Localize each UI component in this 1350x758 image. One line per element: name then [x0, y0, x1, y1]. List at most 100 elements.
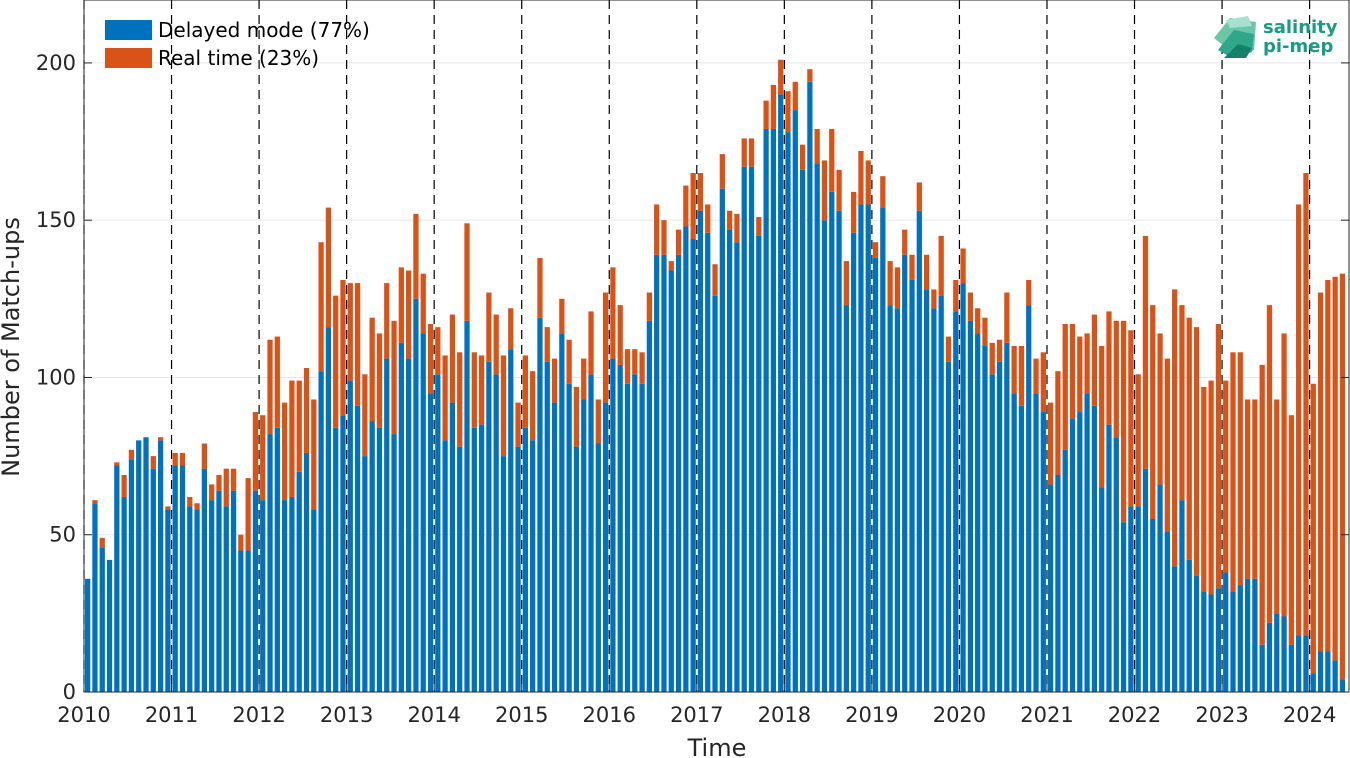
bar-real-time: [544, 327, 550, 362]
bar-real-time: [508, 308, 514, 350]
bar-delayed-mode: [85, 578, 91, 692]
bar-delayed-mode: [106, 559, 113, 692]
bar-delayed-mode: [661, 254, 667, 693]
bar-delayed-mode: [376, 427, 383, 692]
bar-delayed-mode: [1150, 519, 1156, 692]
x-tick-label: 2020: [933, 703, 986, 727]
logo-text-pimep: pi-mep: [1263, 36, 1333, 57]
bar-delayed-mode: [909, 279, 915, 692]
bar-real-time: [281, 402, 288, 501]
bar-delayed-mode: [902, 254, 908, 693]
bar-real-time: [770, 84, 777, 129]
bar-delayed-mode: [595, 443, 601, 692]
bar-real-time: [486, 292, 492, 362]
bar-delayed-mode: [486, 361, 492, 692]
bar-real-time: [1281, 333, 1287, 617]
bar-delayed-mode: [267, 434, 273, 692]
bar-delayed-mode: [727, 229, 733, 693]
bar-delayed-mode: [1172, 566, 1178, 692]
bar-delayed-mode: [1040, 412, 1046, 692]
bar-delayed-mode: [1332, 660, 1338, 692]
x-axis-label: Time: [687, 734, 747, 758]
bar-real-time: [792, 81, 798, 111]
bar-delayed-mode: [187, 506, 193, 692]
bar-delayed-mode: [1193, 575, 1200, 692]
x-tick-label: 2022: [1108, 703, 1161, 727]
bar-delayed-mode: [588, 374, 594, 692]
bar-real-time: [530, 371, 536, 441]
bar-real-time: [646, 292, 653, 321]
bar-delayed-mode: [675, 254, 682, 693]
bar-real-time: [624, 349, 631, 384]
bar-real-time: [384, 283, 390, 359]
bar-real-time: [894, 267, 901, 309]
bar-delayed-mode: [296, 471, 302, 692]
bar-delayed-mode: [1018, 405, 1025, 692]
bar-delayed-mode: [92, 503, 98, 692]
bar-delayed-mode: [938, 295, 944, 692]
bar-delayed-mode: [581, 399, 587, 692]
bar-delayed-mode: [690, 239, 696, 692]
bar-delayed-mode: [1157, 484, 1163, 692]
bar-real-time: [1106, 311, 1112, 425]
bar-delayed-mode: [982, 346, 988, 692]
bar-delayed-mode: [756, 235, 762, 692]
bar-real-time: [165, 506, 171, 510]
bar-real-time: [1230, 352, 1236, 592]
bar-real-time: [1215, 323, 1222, 589]
bar-real-time: [179, 452, 186, 466]
bar-delayed-mode: [143, 437, 149, 692]
bar-real-time: [734, 213, 740, 243]
bar-delayed-mode: [872, 257, 879, 692]
y-tick-label: 200: [36, 51, 76, 75]
bar-delayed-mode: [1303, 635, 1309, 692]
bar-real-time: [223, 468, 229, 507]
bar-real-time: [843, 261, 849, 306]
x-tick-label: 2018: [758, 703, 811, 727]
bar-delayed-mode: [1033, 393, 1039, 692]
bar-real-time: [289, 380, 295, 497]
bar-real-time: [719, 154, 725, 189]
bar-real-time: [697, 173, 704, 211]
bar-real-time: [931, 289, 937, 309]
logo-text-salinity: salinity: [1263, 17, 1338, 38]
bar-delayed-mode: [1084, 393, 1090, 692]
bar-delayed-mode: [799, 169, 806, 692]
bar-delayed-mode: [522, 427, 528, 692]
bar-real-time: [157, 437, 164, 441]
bar-real-time: [427, 323, 434, 394]
bar-real-time: [1018, 346, 1025, 406]
x-tick-labels: 2010 2011 2012 2013 2014 2015 2016 2017 2018 2019…: [57, 703, 1336, 727]
bar-real-time: [938, 235, 944, 296]
bar-delayed-mode: [281, 500, 288, 692]
bar-real-time: [442, 355, 448, 441]
bar-delayed-mode: [1339, 679, 1346, 692]
bar-delayed-mode: [566, 383, 572, 692]
bar-delayed-mode: [515, 446, 521, 692]
bar-delayed-mode: [500, 456, 507, 692]
bar-real-time: [763, 100, 769, 129]
bar-real-time: [457, 352, 463, 447]
bar-real-time: [566, 339, 572, 384]
bar-real-time: [668, 261, 674, 271]
bar-delayed-mode: [216, 490, 222, 692]
bar-delayed-mode: [1281, 616, 1287, 692]
bar-delayed-mode: [858, 204, 864, 693]
bar-delayed-mode: [369, 421, 375, 692]
x-tick-label: 2021: [1020, 703, 1073, 727]
bar-delayed-mode: [1274, 613, 1280, 692]
bar-delayed-mode: [457, 446, 463, 692]
bar-real-time: [595, 399, 601, 444]
bar-delayed-mode: [1310, 673, 1316, 692]
bar-real-time: [260, 415, 266, 501]
salinity-pimep-logo: salinity pi-mep: [1214, 16, 1338, 58]
bar-real-time: [194, 503, 200, 510]
bar-real-time: [872, 242, 879, 258]
bar-real-time: [515, 402, 521, 447]
bar-delayed-mode: [748, 166, 755, 692]
bar-delayed-mode: [719, 188, 725, 692]
bar-real-time: [602, 292, 609, 403]
bar-real-time: [449, 314, 456, 403]
legend-swatch-delayed: [105, 20, 152, 40]
bar-real-time: [537, 257, 543, 318]
